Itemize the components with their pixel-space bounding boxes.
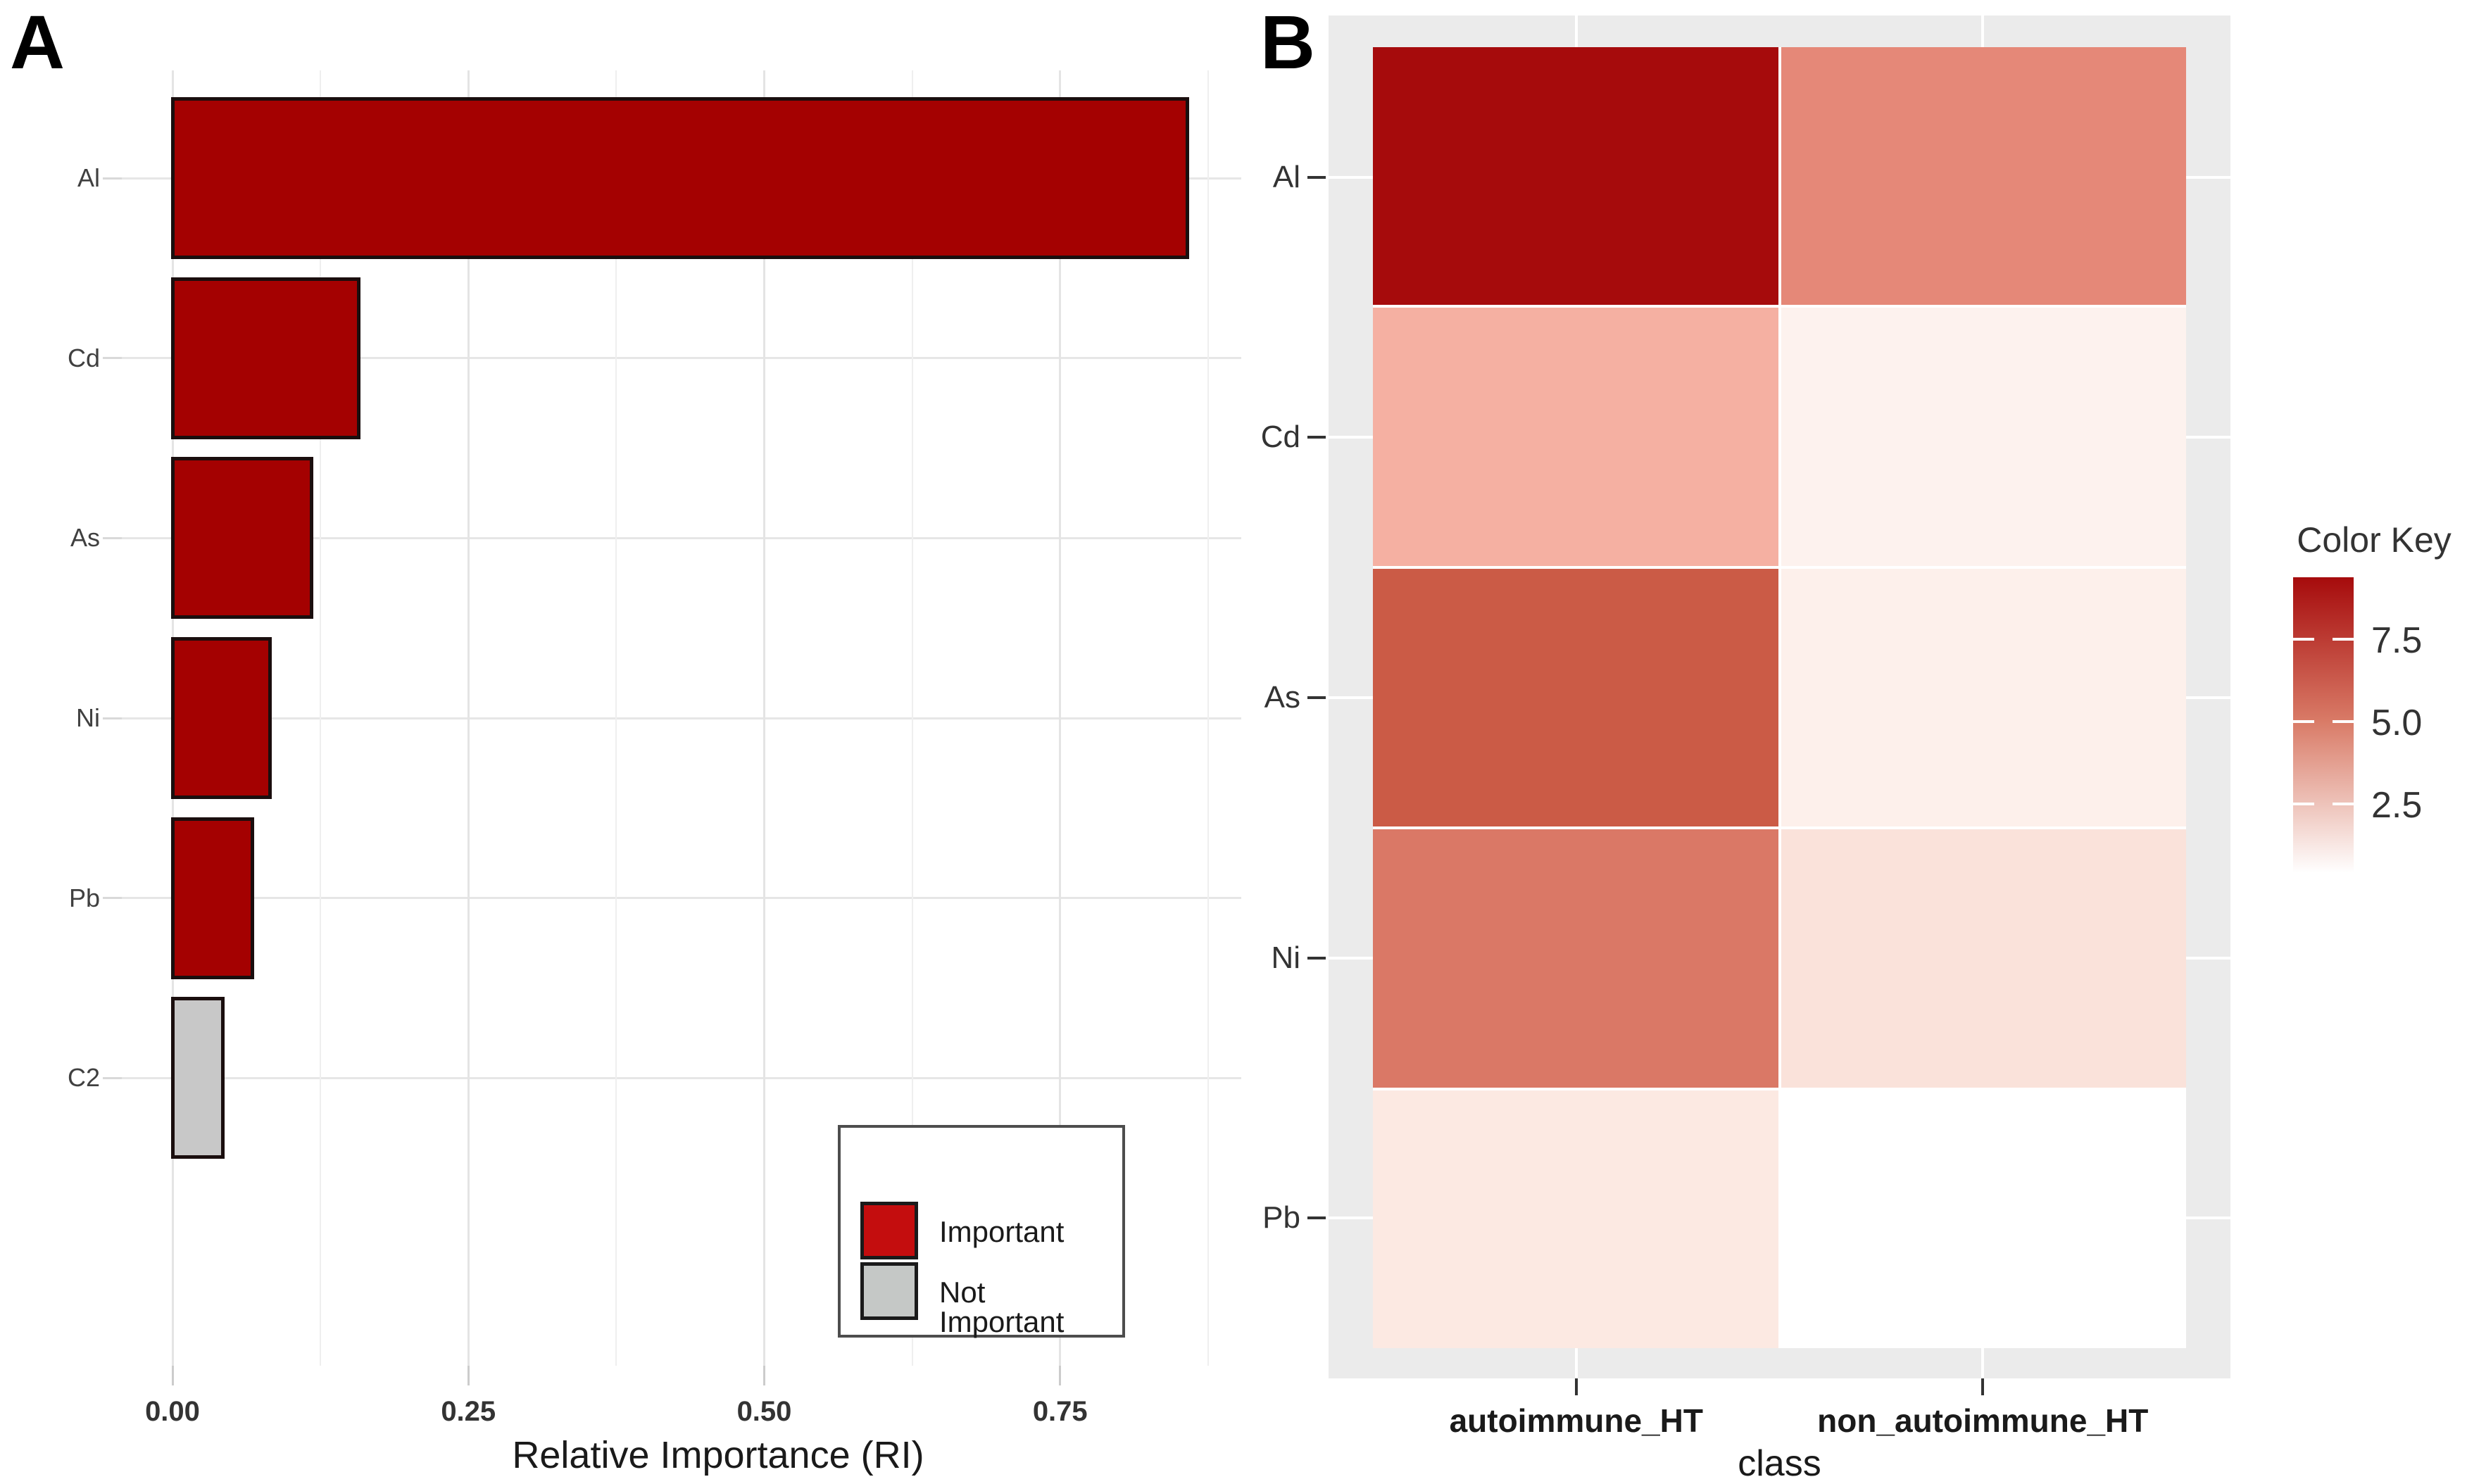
x-tick-label: 0.75 (1032, 1396, 1088, 1427)
bar-As (171, 457, 313, 620)
color-key-tick-label: 2.5 (2371, 785, 2423, 826)
y-axis-label: C2 (67, 1063, 100, 1093)
bar-Cd (171, 277, 360, 439)
legend: Important Not Important (838, 1125, 1125, 1338)
y-tick (103, 357, 122, 360)
heatmap-col-label: autoimmune_HT (1449, 1402, 1703, 1439)
y-axis-label: Cd (67, 343, 100, 372)
grid-line-horizontal (122, 357, 1241, 360)
color-key-tick (2333, 803, 2354, 805)
color-key-tick (2293, 803, 2314, 805)
color-key-tick (2333, 638, 2354, 641)
y-axis-label: Al (77, 163, 100, 193)
panel-b-label: B (1260, 0, 1315, 84)
heatmap-cell-Cd-non_autoimmune_HT (1781, 308, 2186, 566)
heatmap-cell-Pb-autoimmune_HT (1373, 1090, 1778, 1348)
heatmap-col-tick (1574, 1378, 1578, 1395)
heatmap-cell-Ni-autoimmune_HT (1373, 829, 1778, 1088)
x-tick (171, 1366, 174, 1385)
heatmap-panel (1329, 15, 2230, 1378)
legend-swatch-important (860, 1202, 918, 1259)
grid-line-minor (1207, 70, 1209, 1366)
heatmap-cell-As-autoimmune_HT (1373, 568, 1778, 827)
heatmap-cell-Al-autoimmune_HT (1373, 47, 1778, 306)
heatmap-row-tick (1307, 436, 1326, 439)
y-tick (103, 897, 122, 900)
color-key-tick-label: 5.0 (2371, 703, 2423, 743)
y-axis-label: Ni (76, 703, 100, 732)
y-axis-label: Pb (68, 883, 100, 912)
grid-line-minor (911, 70, 913, 1366)
x-tick-label: 0.50 (736, 1396, 792, 1427)
color-key-tick (2333, 720, 2354, 723)
heatmap-cells (1373, 47, 2186, 1348)
x-tick (1059, 1366, 1062, 1385)
y-axis-label: As (70, 523, 100, 553)
heatmap-col-label: non_autoimmune_HT (1817, 1402, 2149, 1439)
panel-a-label: A (10, 0, 65, 84)
grid-line-horizontal (122, 897, 1241, 900)
grid-line-major (467, 70, 470, 1366)
grid-line-horizontal (122, 717, 1241, 719)
bar-Pb (171, 817, 254, 979)
y-tick (103, 1076, 122, 1079)
grid-line-horizontal (122, 536, 1241, 539)
heatmap-row-label: As (1264, 680, 1300, 715)
heatmap-cell-Pb-non_autoimmune_HT (1781, 1090, 2186, 1348)
y-tick (103, 177, 122, 180)
legend-label: Not Important (939, 1276, 1065, 1338)
color-key-tick (2293, 638, 2314, 641)
x-axis-title: Relative Importance (RI) (512, 1434, 924, 1476)
y-tick (103, 536, 122, 539)
heatmap-cell-Ni-non_autoimmune_HT (1781, 829, 2186, 1088)
heatmap-row-label: Cd (1260, 420, 1300, 455)
grid-line-horizontal (122, 1076, 1241, 1079)
heatmap-row-label: Pb (1262, 1200, 1300, 1235)
grid-line-major (1059, 70, 1062, 1366)
heatmap-row-tick (1307, 696, 1326, 699)
bar-C2 (171, 997, 225, 1159)
heatmap-row-label: Ni (1271, 940, 1300, 975)
grid-line-minor (615, 70, 617, 1366)
bar-Al (171, 97, 1189, 260)
heatmap-cell-As-non_autoimmune_HT (1781, 568, 2186, 827)
heatmap-row-tick (1307, 1216, 1326, 1220)
legend-label: Important (939, 1215, 1065, 1248)
x-tick-label: 0.00 (145, 1396, 200, 1427)
heatmap-row-tick (1307, 175, 1326, 179)
legend-swatch-not-important (860, 1262, 918, 1320)
bar-Ni (171, 637, 272, 799)
heatmap-row-label: Al (1272, 159, 1300, 194)
y-tick (103, 717, 122, 719)
color-key-tick (2293, 720, 2314, 723)
heatmap-x-axis-title: class (1738, 1443, 1821, 1484)
grid-line-major (763, 70, 765, 1366)
x-tick (467, 1366, 470, 1385)
heatmap-cell-Al-non_autoimmune_HT (1781, 47, 2186, 306)
x-tick (763, 1366, 765, 1385)
grid-line-minor (320, 70, 322, 1366)
color-key-gradient (2293, 577, 2354, 873)
heatmap-col-tick (1981, 1378, 1985, 1395)
color-key-title: Color Key (2297, 520, 2452, 560)
x-tick-label: 0.25 (441, 1396, 496, 1427)
heatmap-cell-Cd-autoimmune_HT (1373, 308, 1778, 566)
color-key-tick-label: 7.5 (2371, 620, 2423, 661)
heatmap-row-tick (1307, 956, 1326, 960)
